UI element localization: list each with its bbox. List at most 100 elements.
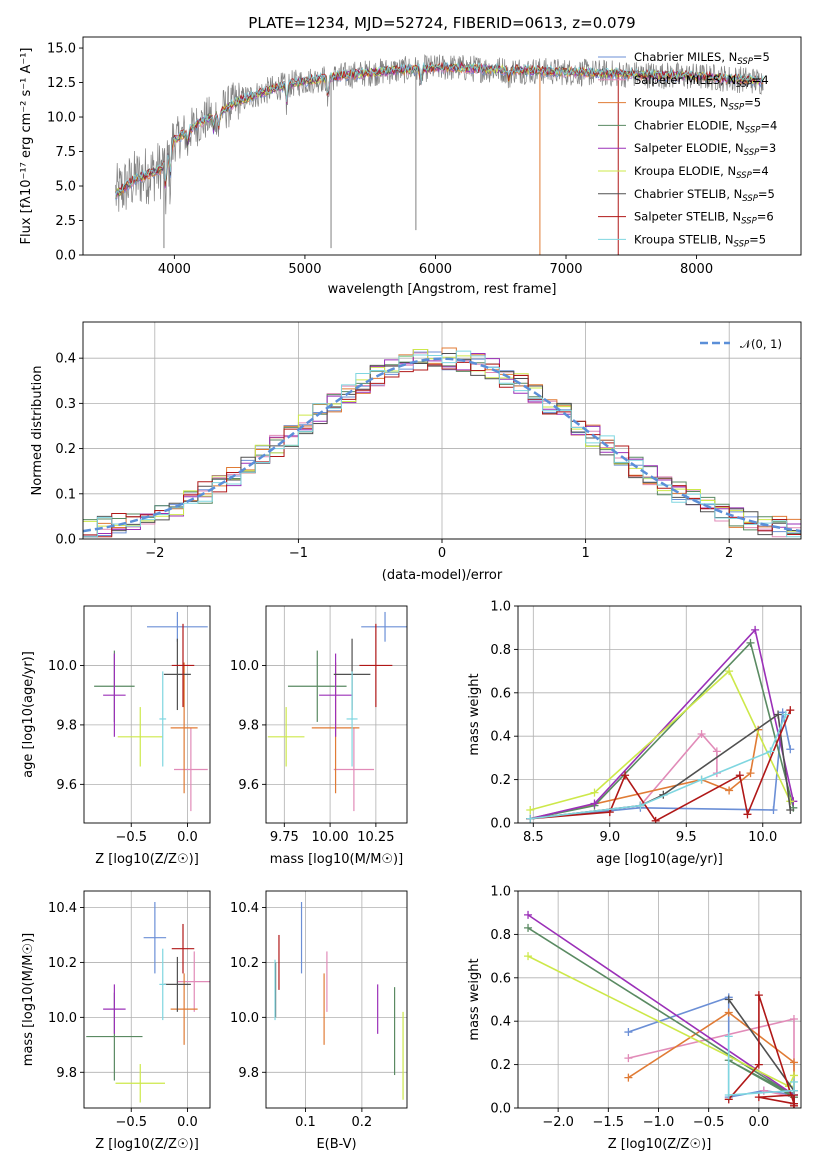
y-tick-label: 9.6 — [56, 778, 77, 793]
x-tick-label: −1.0 — [643, 1115, 675, 1130]
chart-title: PLATE=1234, MJD=52724, FIBERID=0613, z=0… — [248, 14, 635, 32]
axes-frame — [265, 605, 408, 824]
plot-area — [94, 611, 208, 812]
mass-weight-marker — [789, 1058, 798, 1067]
mass-weight-marker — [754, 1060, 763, 1069]
x-tick-label: 4000 — [158, 262, 191, 277]
mass-weight-line — [530, 714, 787, 820]
mass-weight-marker — [789, 1086, 798, 1095]
legend-label: Chabrier ELODIE, NSSP=4 — [634, 118, 777, 135]
mass-weight-marker — [781, 710, 790, 719]
x-tick-label: 0 — [438, 546, 446, 561]
plot-area — [115, 54, 764, 255]
y-axis-label: mass weight — [467, 958, 482, 1040]
panel-4: 8.5 9.0 9.5 10.0 0.0 0.2 0.4 0.6 0.8 1.0 age [log1… — [467, 600, 802, 867]
mass-weight-marker — [725, 667, 734, 676]
mass-weight-marker — [786, 706, 795, 715]
y-tick-label: 10.0 — [47, 111, 76, 126]
plot-area — [267, 611, 407, 812]
mass-weight-line — [727, 1036, 795, 1096]
y-tick-label: 0.4 — [490, 1015, 511, 1030]
y-tick-label: 10.2 — [230, 956, 259, 971]
y-axis-label: mass weight — [467, 673, 482, 755]
x-tick-label: 10.00 — [311, 830, 348, 845]
plot-area — [274, 901, 404, 1100]
y-axis-label: mass [log10(M/M☉)] — [21, 933, 36, 1066]
legend-label: Kroupa ELODIE, NSSP=4 — [634, 164, 769, 181]
x-tick-label: −0.5 — [115, 830, 147, 845]
panel-2: −0.5 0.0 9.6 9.8 10.0 Z [log10(Z/Z☉)] age [log… — [21, 605, 211, 867]
axes-frame — [517, 605, 802, 824]
y-tick-label: 0.8 — [490, 928, 511, 943]
mass-weight-marker — [524, 952, 533, 961]
residual-histogram — [83, 350, 801, 538]
panel-3: 9.75 10.00 10.25 9.6 9.8 10.0 mass [log10(M/M☉… — [230, 605, 408, 867]
mass-weight-marker — [754, 1093, 763, 1102]
x-tick-label: −2 — [145, 546, 164, 561]
x-tick-label: 0.0 — [177, 1115, 198, 1130]
panel-0: 4000 5000 6000 7000 8000 0.0 2.5 5.0 7.5 10.0 12.5… — [19, 14, 802, 297]
mass-weight-marker — [769, 805, 778, 814]
mass-weight-marker — [724, 1032, 733, 1041]
y-tick-label: 1.0 — [490, 885, 511, 900]
y-tick-label: 0.8 — [490, 643, 511, 658]
mass-weight-marker — [743, 810, 752, 819]
x-tick-label: 6000 — [419, 262, 452, 277]
x-tick-label: 0.1 — [295, 1115, 316, 1130]
y-tick-label: 10.0 — [230, 659, 259, 674]
mass-weight-marker — [636, 801, 645, 810]
axes-frame — [82, 36, 802, 256]
x-axis-label: Z [log10(Z/Z☉)] — [95, 1137, 199, 1152]
plot-area — [526, 625, 798, 823]
x-axis-label: mass [log10(M/M☉)] — [270, 852, 403, 867]
mass-weight-marker — [724, 995, 733, 1004]
x-tick-label: −1 — [289, 546, 308, 561]
mass-weight-marker — [754, 991, 763, 1000]
mass-weight-marker — [712, 747, 721, 756]
mass-weight-line — [527, 927, 795, 1098]
legend-label: Salpeter MILES, NSSP=4 — [634, 73, 769, 90]
x-axis-label: Z [log10(Z/Z☉)] — [95, 852, 199, 867]
x-tick-label: 0.0 — [177, 830, 198, 845]
y-tick-label: 12.5 — [47, 76, 76, 91]
x-tick-label: −1.5 — [593, 1115, 625, 1130]
x-tick-label: 1 — [581, 546, 589, 561]
y-tick-label: 10.0 — [230, 1011, 259, 1026]
mass-weight-marker — [735, 771, 744, 780]
y-axis-label: Flux [fλ10⁻¹⁷ erg cm⁻² s⁻¹ A⁻¹] — [19, 48, 34, 245]
x-tick-label: 9.75 — [270, 830, 299, 845]
y-tick-label: 0.1 — [55, 487, 76, 502]
panel-1: −2 −1 0 1 2 0.0 0.1 0.2 0.3 0.4 (data-model)/error… — [30, 321, 802, 583]
x-axis-label: (data-model)/error — [382, 568, 503, 583]
y-tick-label: 0.0 — [490, 817, 511, 832]
x-tick-label: 5000 — [288, 262, 321, 277]
residual-histogram — [83, 361, 801, 538]
y-axis-label: Normed distribution — [30, 366, 45, 496]
mass-weight-marker — [746, 769, 755, 778]
panel-6: 0.1 0.2 9.8 10.0 10.2 10.4 E(B-V) — [230, 890, 408, 1152]
axes-frame — [265, 890, 408, 1109]
y-tick-label: 10.2 — [48, 956, 77, 971]
y-tick-label: 7.5 — [55, 145, 76, 160]
legend-label: 𝒩(0, 1) — [740, 337, 782, 351]
plot-area — [83, 347, 801, 538]
x-tick-label: 10.25 — [357, 830, 394, 845]
x-tick-label: −0.5 — [115, 1115, 147, 1130]
mass-weight-marker — [526, 805, 535, 814]
x-tick-label: 8000 — [680, 262, 713, 277]
mass-weight-marker — [789, 1077, 798, 1086]
normal-distribution-curve — [83, 357, 801, 533]
mass-weight-marker — [526, 814, 535, 823]
mass-weight-marker — [786, 745, 795, 754]
legend-label: Chabrier MILES, NSSP=5 — [634, 50, 770, 67]
x-axis-label: Z [log10(Z/Z☉)] — [608, 1137, 712, 1152]
legend-label: Kroupa MILES, NSSP=5 — [634, 96, 761, 113]
axes-frame — [517, 890, 802, 1109]
x-tick-label: 0.0 — [749, 1115, 770, 1130]
x-tick-label: 2 — [725, 546, 733, 561]
y-tick-label: 9.8 — [238, 718, 259, 733]
mass-weight-marker — [774, 710, 783, 719]
legend-label: Salpeter ELODIE, NSSP=3 — [634, 141, 776, 158]
mass-weight-marker — [590, 799, 599, 808]
y-tick-label: 0.0 — [490, 1102, 511, 1117]
